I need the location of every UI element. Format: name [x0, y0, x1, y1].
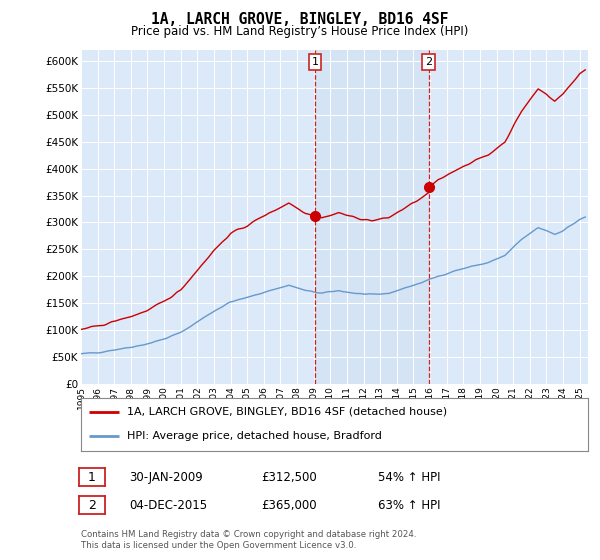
Text: 04-DEC-2015: 04-DEC-2015 [129, 498, 207, 512]
Text: £312,500: £312,500 [261, 470, 317, 484]
Text: £365,000: £365,000 [261, 498, 317, 512]
Text: 1A, LARCH GROVE, BINGLEY, BD16 4SF: 1A, LARCH GROVE, BINGLEY, BD16 4SF [151, 12, 449, 27]
Text: Price paid vs. HM Land Registry’s House Price Index (HPI): Price paid vs. HM Land Registry’s House … [131, 25, 469, 38]
Text: 2: 2 [425, 57, 433, 67]
Bar [315, 50, 429, 384]
Text: 1: 1 [311, 57, 319, 67]
Text: 30-JAN-2009: 30-JAN-2009 [129, 470, 203, 484]
Text: 2: 2 [88, 498, 96, 512]
Text: 54% ↑ HPI: 54% ↑ HPI [378, 470, 440, 484]
Text: Contains HM Land Registry data © Crown copyright and database right 2024.
This d: Contains HM Land Registry data © Crown c… [81, 530, 416, 550]
Text: 1A, LARCH GROVE, BINGLEY, BD16 4SF (detached house): 1A, LARCH GROVE, BINGLEY, BD16 4SF (deta… [127, 407, 447, 417]
Text: HPI: Average price, detached house, Bradford: HPI: Average price, detached house, Brad… [127, 431, 382, 441]
Text: 1: 1 [88, 470, 96, 484]
Text: 63% ↑ HPI: 63% ↑ HPI [378, 498, 440, 512]
